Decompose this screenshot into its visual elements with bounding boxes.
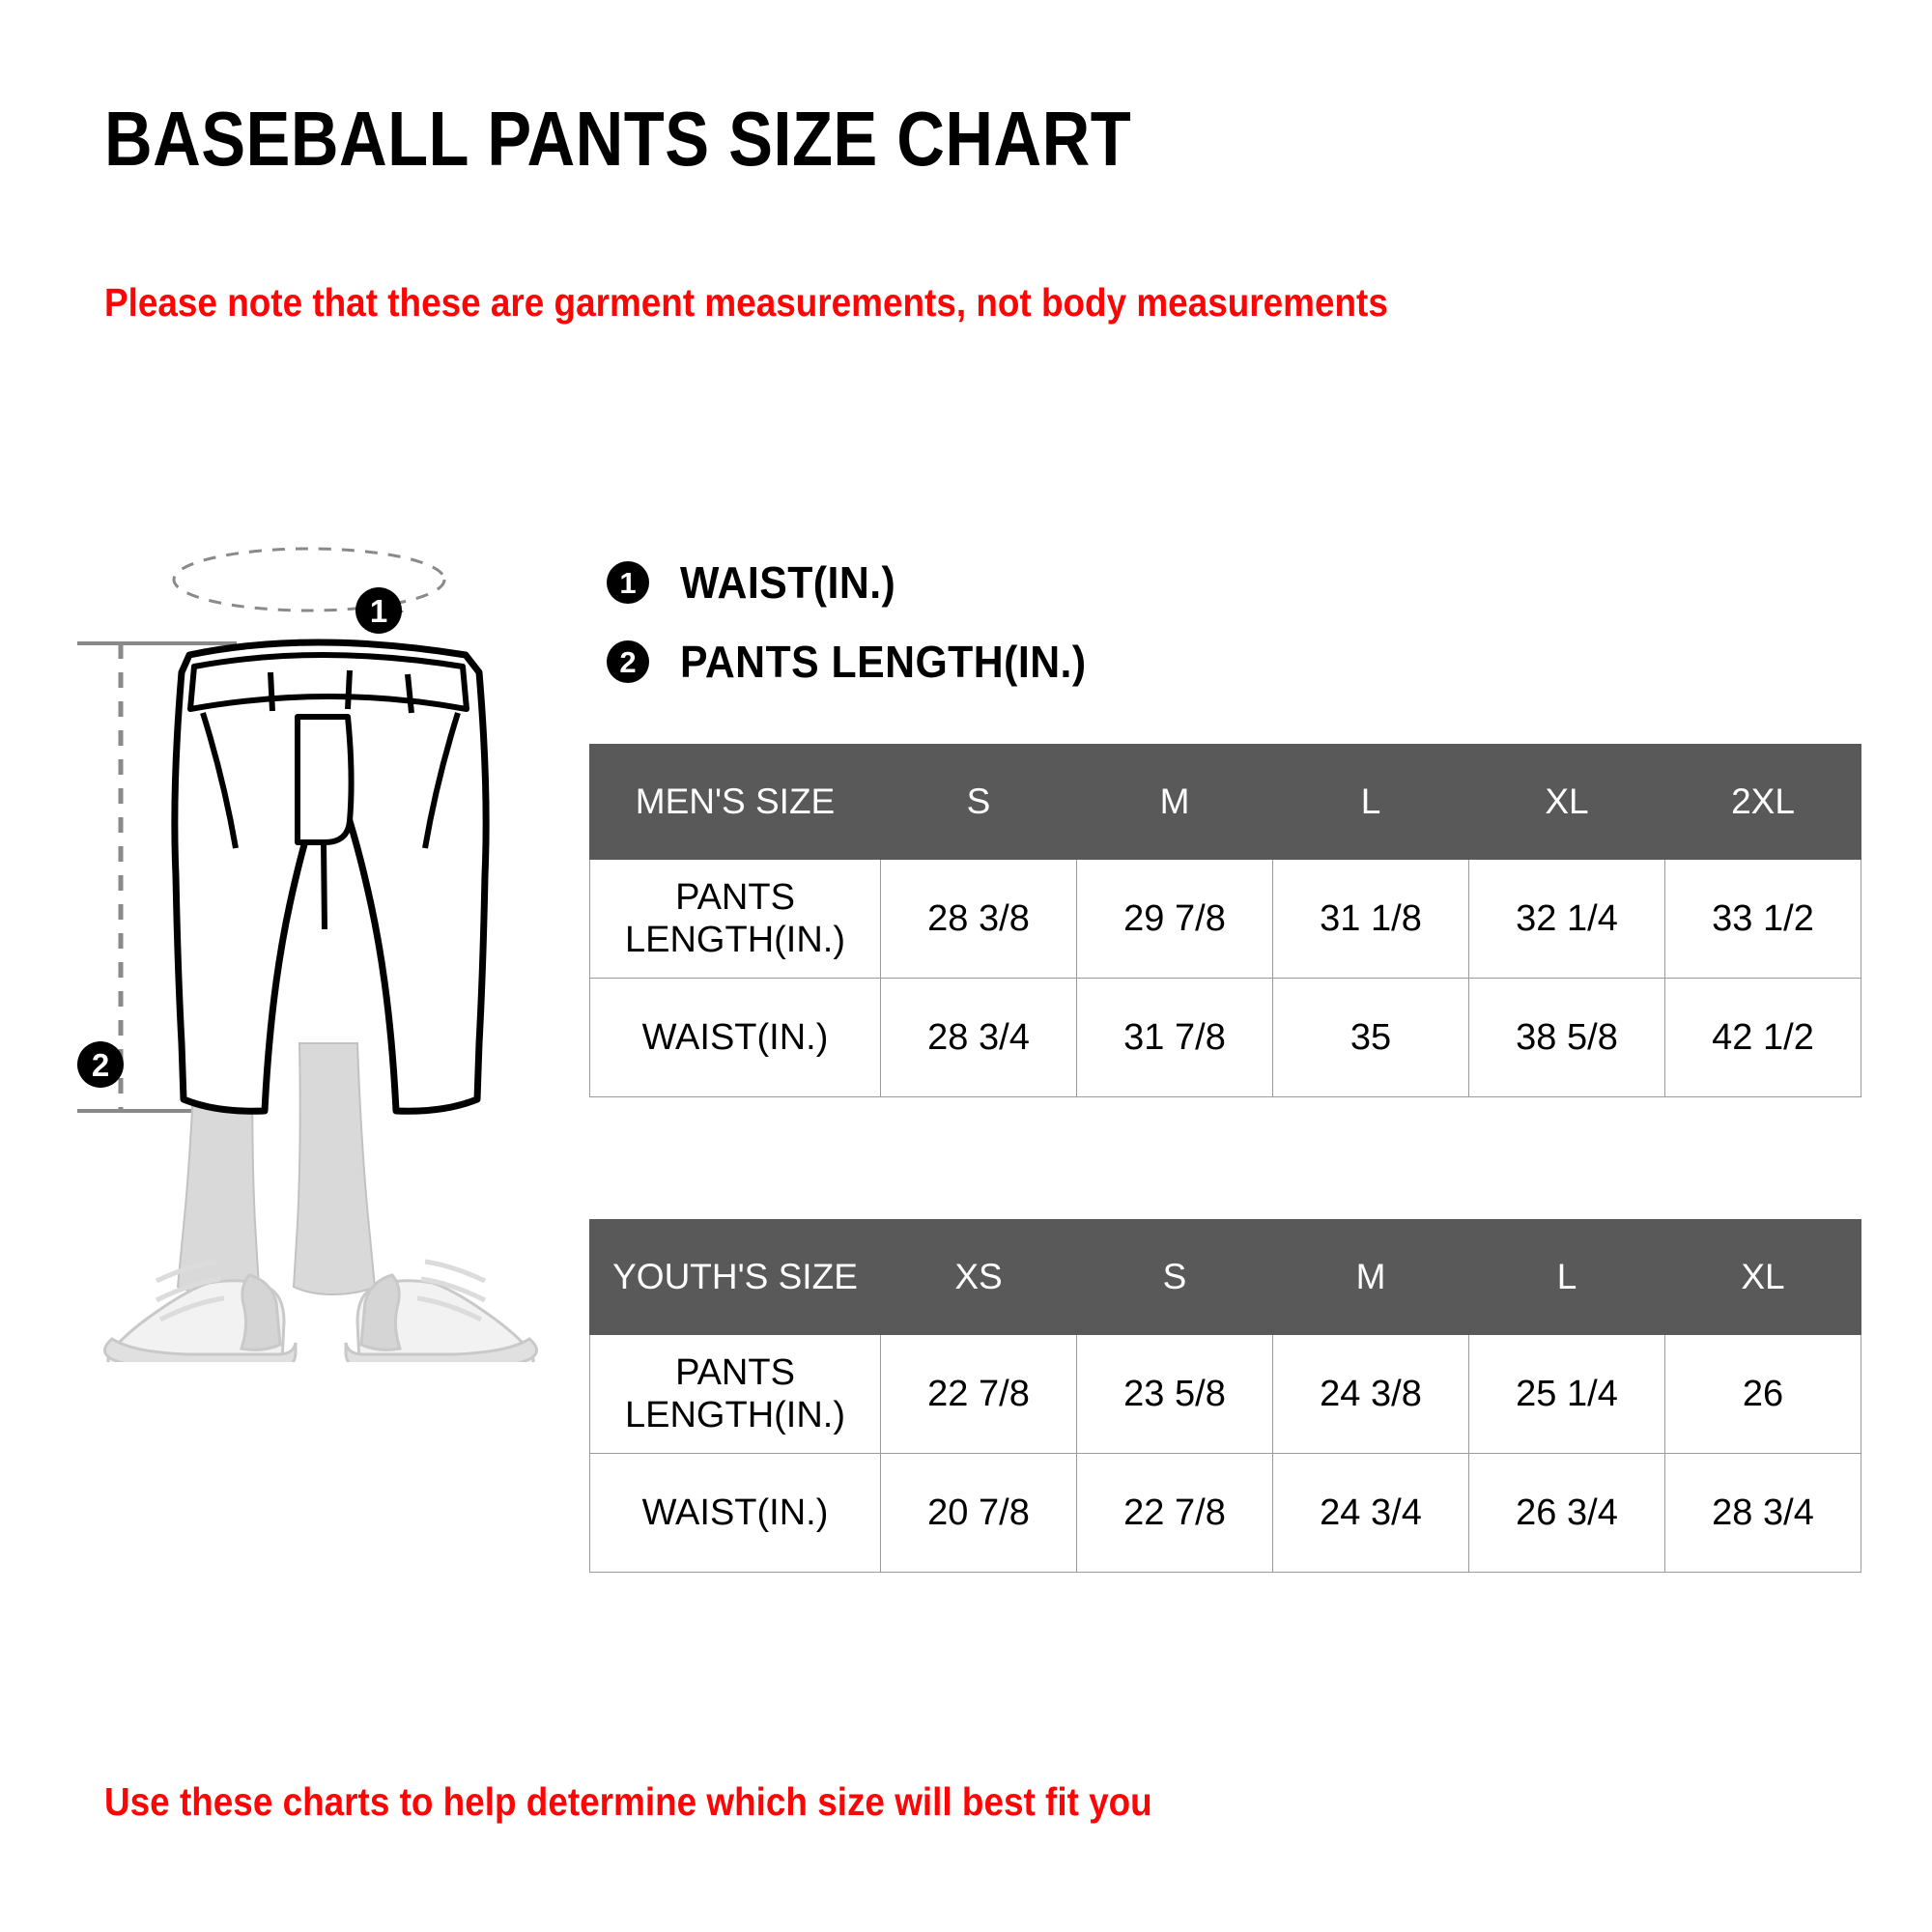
table-header-row: YOUTH'S SIZE XS S M L XL [589,1219,1861,1335]
header-cell-s: S [880,744,1077,860]
header-cell-xl: XL [1664,1219,1861,1335]
header-cell-m: M [1272,1219,1469,1335]
legend-number-2-icon: 2 [607,640,649,683]
row-label-waist: WAIST(IN.) [589,978,881,1097]
table-header-row: MEN'S SIZE S M L XL 2XL [589,744,1861,860]
illustration-waist-marker-icon: 1 [355,587,402,634]
header-cell-size-label: YOUTH'S SIZE [589,1219,881,1335]
cell-pants-length-xs: 22 7/8 [880,1334,1077,1454]
cell-waist-m: 31 7/8 [1076,978,1273,1097]
cell-pants-length-xl: 26 [1664,1334,1861,1454]
header-cell-size-label: MEN'S SIZE [589,744,881,860]
cell-waist-l: 26 3/4 [1468,1453,1665,1573]
row-label-pants-length: PANTS LENGTH(IN.) [589,859,881,979]
cell-waist-xl: 38 5/8 [1468,978,1665,1097]
cell-pants-length-2xl: 33 1/2 [1664,859,1861,979]
cell-waist-s: 22 7/8 [1076,1453,1273,1573]
header-cell-2xl: 2XL [1664,744,1861,860]
header-cell-xs: XS [880,1219,1077,1335]
size-help-note: Use these charts to help determine which… [104,1779,1152,1824]
cell-waist-xl: 28 3/4 [1664,1453,1861,1573]
legend-label-waist: WAIST(IN.) [680,557,896,608]
header-cell-l: L [1272,744,1469,860]
page-title: BASEBALL PANTS SIZE CHART [104,96,1132,182]
cell-pants-length-s: 28 3/8 [880,859,1077,979]
header-cell-s: S [1076,1219,1273,1335]
table-row: PANTS LENGTH(IN.) 22 7/8 23 5/8 24 3/8 2… [589,1334,1861,1454]
cell-pants-length-m: 24 3/8 [1272,1334,1469,1454]
legend-item-waist: 1 WAIST(IN.) [607,543,1117,622]
cell-pants-length-l: 31 1/8 [1272,859,1469,979]
legend-number-1-icon: 1 [607,561,649,604]
cell-pants-length-l: 25 1/4 [1468,1334,1665,1454]
waist-loop-icon [172,547,446,618]
cell-waist-m: 24 3/4 [1272,1453,1469,1573]
pants-illustration [68,541,570,1378]
cell-waist-s: 28 3/4 [880,978,1077,1097]
cell-pants-length-xl: 32 1/4 [1468,859,1665,979]
garment-measurement-note: Please note that these are garment measu… [104,280,1388,325]
cell-pants-length-s: 23 5/8 [1076,1334,1273,1454]
illustration-length-marker-icon: 2 [77,1041,124,1088]
legend-label-pants-length: PANTS LENGTH(IN.) [680,637,1087,687]
row-label-pants-length: PANTS LENGTH(IN.) [589,1334,881,1454]
table-row: PANTS LENGTH(IN.) 28 3/8 29 7/8 31 1/8 3… [589,859,1861,979]
cell-waist-xs: 20 7/8 [880,1453,1077,1573]
youths-size-table: YOUTH'S SIZE XS S M L XL PANTS LENGTH(IN… [589,1219,1861,1573]
table-row: WAIST(IN.) 20 7/8 22 7/8 24 3/4 26 3/4 2… [589,1453,1861,1573]
header-cell-l: L [1468,1219,1665,1335]
row-label-waist: WAIST(IN.) [589,1453,881,1573]
table-row: WAIST(IN.) 28 3/4 31 7/8 35 38 5/8 42 1/… [589,978,1861,1097]
cell-pants-length-m: 29 7/8 [1076,859,1273,979]
header-cell-xl: XL [1468,744,1665,860]
cell-waist-l: 35 [1272,978,1469,1097]
cell-waist-2xl: 42 1/2 [1664,978,1861,1097]
legend-item-pants-length: 2 PANTS LENGTH(IN.) [607,622,1117,701]
pants-outline [171,639,490,1115]
header-cell-m: M [1076,744,1273,860]
mens-size-table: MEN'S SIZE S M L XL 2XL PANTS LENGTH(IN.… [589,744,1861,1097]
measurement-legend: 1 WAIST(IN.) 2 PANTS LENGTH(IN.) [607,543,1117,701]
